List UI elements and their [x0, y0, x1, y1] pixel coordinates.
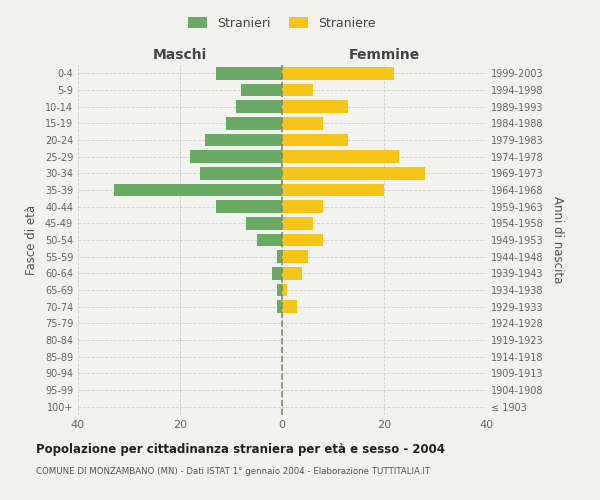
Bar — [282, 284, 287, 296]
Bar — [216, 67, 282, 80]
Legend: Stranieri, Straniere: Stranieri, Straniere — [184, 12, 380, 34]
Bar — [272, 267, 282, 280]
Bar — [282, 217, 313, 230]
Bar — [282, 267, 302, 280]
Bar — [282, 84, 313, 96]
Bar — [277, 284, 282, 296]
Text: Femmine: Femmine — [349, 48, 419, 62]
Bar — [190, 150, 282, 163]
Bar — [114, 184, 282, 196]
Bar — [282, 250, 308, 263]
Bar — [282, 167, 425, 179]
Bar — [282, 234, 323, 246]
Bar — [282, 150, 400, 163]
Bar — [257, 234, 282, 246]
Y-axis label: Anni di nascita: Anni di nascita — [551, 196, 563, 284]
Bar — [282, 300, 298, 313]
Bar — [236, 100, 282, 113]
Bar — [216, 200, 282, 213]
Bar — [277, 250, 282, 263]
Bar — [247, 217, 282, 230]
Bar — [282, 200, 323, 213]
Text: Popolazione per cittadinanza straniera per età e sesso - 2004: Popolazione per cittadinanza straniera p… — [36, 442, 445, 456]
Bar — [282, 100, 349, 113]
Bar — [241, 84, 282, 96]
Bar — [282, 134, 349, 146]
Bar — [206, 134, 282, 146]
Bar — [282, 184, 384, 196]
Bar — [226, 117, 282, 130]
Bar — [282, 67, 394, 80]
Y-axis label: Fasce di età: Fasce di età — [25, 205, 38, 275]
Bar — [282, 117, 323, 130]
Text: Maschi: Maschi — [153, 48, 207, 62]
Text: COMUNE DI MONZAMBANO (MN) - Dati ISTAT 1° gennaio 2004 - Elaborazione TUTTITALIA: COMUNE DI MONZAMBANO (MN) - Dati ISTAT 1… — [36, 468, 430, 476]
Bar — [277, 300, 282, 313]
Bar — [200, 167, 282, 179]
